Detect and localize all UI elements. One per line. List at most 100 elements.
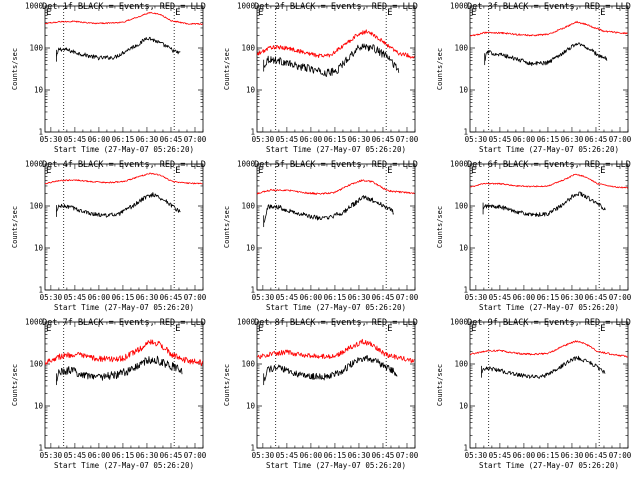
y-tick-label: 100: [241, 202, 255, 211]
panel-5: Det 5f BLACK = Events, RED = LLD 1 10 100 10…: [223, 160, 419, 313]
plot-frame: [44, 321, 204, 449]
series-lld-line: [257, 179, 415, 195]
x-tick-label: 05:45: [64, 293, 87, 302]
series-events-line: [56, 355, 183, 386]
y-tick-label: 1: [463, 286, 468, 295]
x-axis-label: Start Time (27-May-07 05:26:20): [54, 303, 194, 312]
series-lld-line: [470, 340, 628, 358]
plot-frame: [256, 163, 416, 291]
plot-frame: [469, 5, 629, 133]
x-tick-label: 06:45: [372, 293, 395, 302]
y-tick-label: 100: [241, 44, 255, 53]
x-tick-label: 06:00: [88, 451, 111, 460]
y-tick-label: 1000: [450, 2, 469, 11]
x-tick-label: 06:45: [372, 135, 395, 144]
x-tick-label: 05:45: [489, 451, 512, 460]
y-tick-label: 10: [34, 244, 44, 253]
y-tick-label: 10: [459, 244, 469, 253]
x-tick-label: 05:45: [489, 135, 512, 144]
panel-title: Det 4f BLACK = Events, RED = LLD: [42, 160, 206, 170]
x-tick-label: 06:45: [160, 293, 183, 302]
y-axis-label: Counts/sec: [11, 48, 19, 90]
x-tick-label: 06:15: [112, 451, 135, 460]
x-tick-label: 06:30: [561, 293, 584, 302]
x-axis-label: Start Time (27-May-07 05:26:20): [479, 303, 619, 312]
x-tick-label: 06:00: [513, 293, 536, 302]
y-axis-label: Counts/sec: [436, 364, 444, 406]
corner-marker: E: [46, 8, 51, 18]
panel-1: Det 1f BLACK = Events, RED = LLD 1 10 100 10…: [11, 2, 207, 155]
y-tick-label: 10: [246, 402, 256, 411]
x-tick-label: 06:00: [88, 135, 111, 144]
series-events-line: [484, 42, 608, 67]
y-tick-label: 1000: [25, 2, 44, 11]
corner-marker: E: [175, 166, 180, 176]
x-tick-label: 06:30: [136, 451, 159, 460]
x-tick-label: 06:00: [300, 135, 323, 144]
y-tick-label: 100: [454, 202, 468, 211]
y-axis-label: Counts/sec: [223, 48, 231, 90]
x-axis-label: Start Time (27-May-07 05:26:20): [266, 461, 406, 470]
x-tick-label: 06:45: [372, 451, 395, 460]
x-tick-label: 06:15: [112, 293, 135, 302]
series-events-line: [482, 191, 606, 217]
y-tick-label: 100: [29, 44, 43, 53]
x-tick-label: 06:30: [348, 135, 371, 144]
x-axis-label: Start Time (27-May-07 05:26:20): [479, 461, 619, 470]
plot-frame: [256, 5, 416, 133]
y-tick-label: 1000: [450, 318, 469, 327]
y-tick-label: 10: [246, 244, 256, 253]
x-tick-label: 06:45: [585, 135, 608, 144]
y-tick-label: 1000: [450, 160, 469, 169]
x-tick-label: 06:30: [561, 451, 584, 460]
y-tick-label: 1000: [237, 160, 256, 169]
x-tick-label: 07:00: [609, 135, 632, 144]
corner-marker: E: [471, 324, 476, 334]
x-tick-label: 05:30: [465, 451, 488, 460]
panel-6: Det 6f BLACK = Events, RED = LLD 1 10 100 10…: [436, 160, 632, 313]
plot-frame: [256, 321, 416, 449]
x-tick-label: 07:00: [609, 293, 632, 302]
panel-title: Det 8f BLACK = Events, RED = LLD: [254, 318, 418, 328]
panel-2: Det 2f BLACK = Events, RED = LLD 1 10 100 10…: [223, 2, 419, 155]
panel-title: Det 7f BLACK = Events, RED = LLD: [42, 318, 206, 328]
panel-title: Det 3f BLACK = Events, RED = LLD: [467, 2, 631, 12]
x-tick-label: 07:00: [184, 293, 207, 302]
corner-marker: E: [387, 324, 392, 334]
panel-title: Det 6f BLACK = Events, RED = LLD: [467, 160, 631, 170]
x-tick-label: 06:00: [513, 451, 536, 460]
x-tick-label: 07:00: [184, 135, 207, 144]
y-tick-label: 100: [454, 360, 468, 369]
y-tick-label: 10: [459, 402, 469, 411]
x-tick-label: 06:00: [513, 135, 536, 144]
y-tick-label: 1000: [237, 2, 256, 11]
series-events-line: [56, 36, 181, 62]
corner-marker: E: [600, 324, 605, 334]
x-axis-label: Start Time (27-May-07 05:26:20): [54, 461, 194, 470]
x-tick-label: 07:00: [396, 293, 419, 302]
x-tick-label: 06:45: [585, 451, 608, 460]
x-tick-label: 06:45: [160, 451, 183, 460]
series-lld-line: [470, 20, 628, 37]
y-tick-label: 1: [250, 128, 255, 137]
y-tick-label: 10: [246, 86, 256, 95]
x-tick-label: 06:15: [537, 135, 560, 144]
y-tick-label: 100: [241, 360, 255, 369]
x-tick-label: 06:30: [348, 451, 371, 460]
x-axis-label: Start Time (27-May-07 05:26:20): [266, 145, 406, 154]
x-tick-label: 07:00: [396, 451, 419, 460]
x-tick-label: 05:45: [276, 293, 299, 302]
x-tick-label: 06:15: [324, 451, 347, 460]
panel-8: Det 8f BLACK = Events, RED = LLD 1 10 100 10…: [223, 318, 419, 471]
x-tick-label: 06:30: [348, 293, 371, 302]
y-axis-label: Counts/sec: [223, 364, 231, 406]
x-tick-label: 06:15: [112, 135, 135, 144]
x-tick-label: 06:15: [324, 293, 347, 302]
plot-frame: [469, 321, 629, 449]
x-axis-label: Start Time (27-May-07 05:26:20): [266, 303, 406, 312]
y-axis-label: Counts/sec: [11, 364, 19, 406]
series-lld-line: [45, 11, 203, 26]
y-tick-label: 1000: [25, 318, 44, 327]
series-events-line: [56, 192, 181, 218]
x-tick-label: 06:45: [585, 293, 608, 302]
